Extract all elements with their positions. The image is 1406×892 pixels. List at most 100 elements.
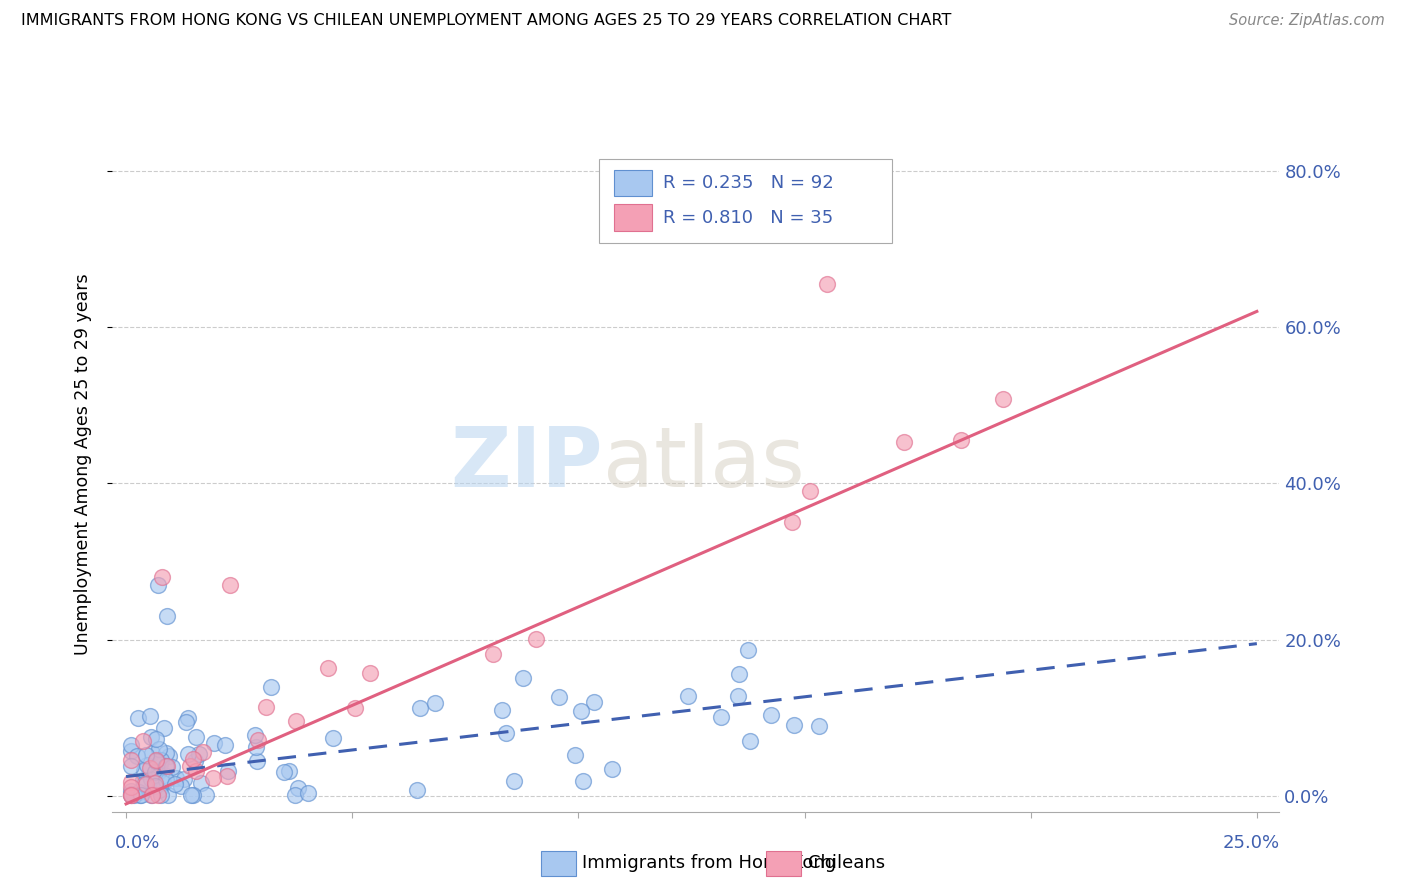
Point — [287, 781, 309, 796]
Point — [491, 703, 513, 717]
Point — [193, 745, 215, 759]
Point — [120, 775, 142, 789]
Point — [132, 773, 155, 788]
Point — [676, 689, 699, 703]
Point — [180, 788, 202, 802]
Point — [571, 774, 593, 789]
Point — [808, 719, 831, 733]
Point — [710, 710, 733, 724]
Point — [991, 392, 1014, 407]
Point — [146, 578, 169, 592]
Point — [815, 277, 838, 291]
Point — [157, 788, 180, 802]
Point — [156, 759, 179, 773]
FancyBboxPatch shape — [599, 159, 891, 244]
Point — [188, 747, 211, 761]
Point — [120, 780, 142, 794]
Point — [217, 769, 239, 783]
Point — [181, 788, 204, 802]
Point — [571, 704, 593, 718]
Point — [780, 515, 803, 529]
Point — [190, 775, 212, 789]
Point — [564, 748, 586, 763]
Point — [273, 765, 295, 780]
Point — [512, 671, 534, 685]
Point — [502, 774, 524, 789]
Text: Immigrants from Hong Kong: Immigrants from Hong Kong — [582, 855, 837, 872]
Point — [120, 744, 142, 758]
Point — [582, 695, 605, 709]
Point — [143, 764, 166, 779]
Point — [423, 696, 446, 710]
Point — [132, 734, 155, 748]
Point — [297, 786, 319, 800]
Point — [177, 747, 200, 762]
Point — [949, 433, 972, 447]
Point — [150, 753, 173, 767]
Point — [145, 732, 167, 747]
Point — [247, 733, 270, 747]
Point — [122, 788, 145, 802]
Point — [600, 762, 623, 776]
Point — [284, 714, 307, 728]
Point — [120, 788, 142, 802]
Point — [547, 690, 569, 705]
Point — [165, 771, 187, 785]
Point — [139, 730, 162, 744]
Point — [737, 643, 759, 657]
Point — [184, 731, 207, 745]
Point — [194, 788, 217, 802]
Point — [148, 742, 170, 756]
Point — [155, 772, 177, 787]
Point — [177, 711, 200, 725]
Point — [149, 788, 172, 802]
Text: 25.0%: 25.0% — [1222, 834, 1279, 852]
Text: Source: ZipAtlas.com: Source: ZipAtlas.com — [1229, 13, 1385, 29]
Point — [204, 735, 226, 749]
Text: Chileans: Chileans — [808, 855, 886, 872]
Point — [163, 777, 186, 791]
Point — [728, 667, 751, 681]
Point — [256, 699, 278, 714]
Point — [184, 764, 207, 779]
Point — [174, 714, 197, 729]
Point — [893, 434, 915, 449]
Point — [120, 788, 142, 802]
Point — [148, 764, 170, 778]
Point — [322, 731, 344, 746]
Point — [150, 570, 173, 584]
Y-axis label: Unemployment Among Ages 25 to 29 years: Unemployment Among Ages 25 to 29 years — [73, 273, 91, 655]
Text: ZIP: ZIP — [450, 424, 603, 504]
Point — [134, 764, 156, 778]
Point — [120, 788, 142, 802]
Point — [129, 788, 152, 802]
Point — [245, 755, 267, 769]
Point — [316, 661, 339, 675]
Point — [482, 647, 505, 661]
Point — [759, 707, 782, 722]
Point — [141, 746, 163, 760]
Point — [120, 752, 142, 766]
Point — [129, 788, 152, 802]
Point — [135, 777, 157, 791]
Text: atlas: atlas — [603, 424, 804, 504]
Point — [155, 746, 177, 760]
Point — [173, 772, 195, 786]
Bar — [614, 204, 651, 231]
Point — [245, 739, 267, 754]
Point — [128, 785, 150, 799]
Point — [143, 776, 166, 790]
Point — [132, 777, 155, 791]
Point — [155, 758, 177, 772]
Point — [120, 788, 142, 802]
Point — [799, 484, 821, 499]
Point — [141, 788, 163, 802]
Point — [145, 753, 167, 767]
Text: IMMIGRANTS FROM HONG KONG VS CHILEAN UNEMPLOYMENT AMONG AGES 25 TO 29 YEARS CORR: IMMIGRANTS FROM HONG KONG VS CHILEAN UNE… — [21, 13, 952, 29]
Text: R = 0.235   N = 92: R = 0.235 N = 92 — [664, 174, 834, 192]
Point — [128, 711, 150, 725]
Point — [120, 738, 142, 752]
Point — [214, 738, 236, 752]
Bar — [614, 169, 651, 196]
Point — [135, 757, 157, 772]
